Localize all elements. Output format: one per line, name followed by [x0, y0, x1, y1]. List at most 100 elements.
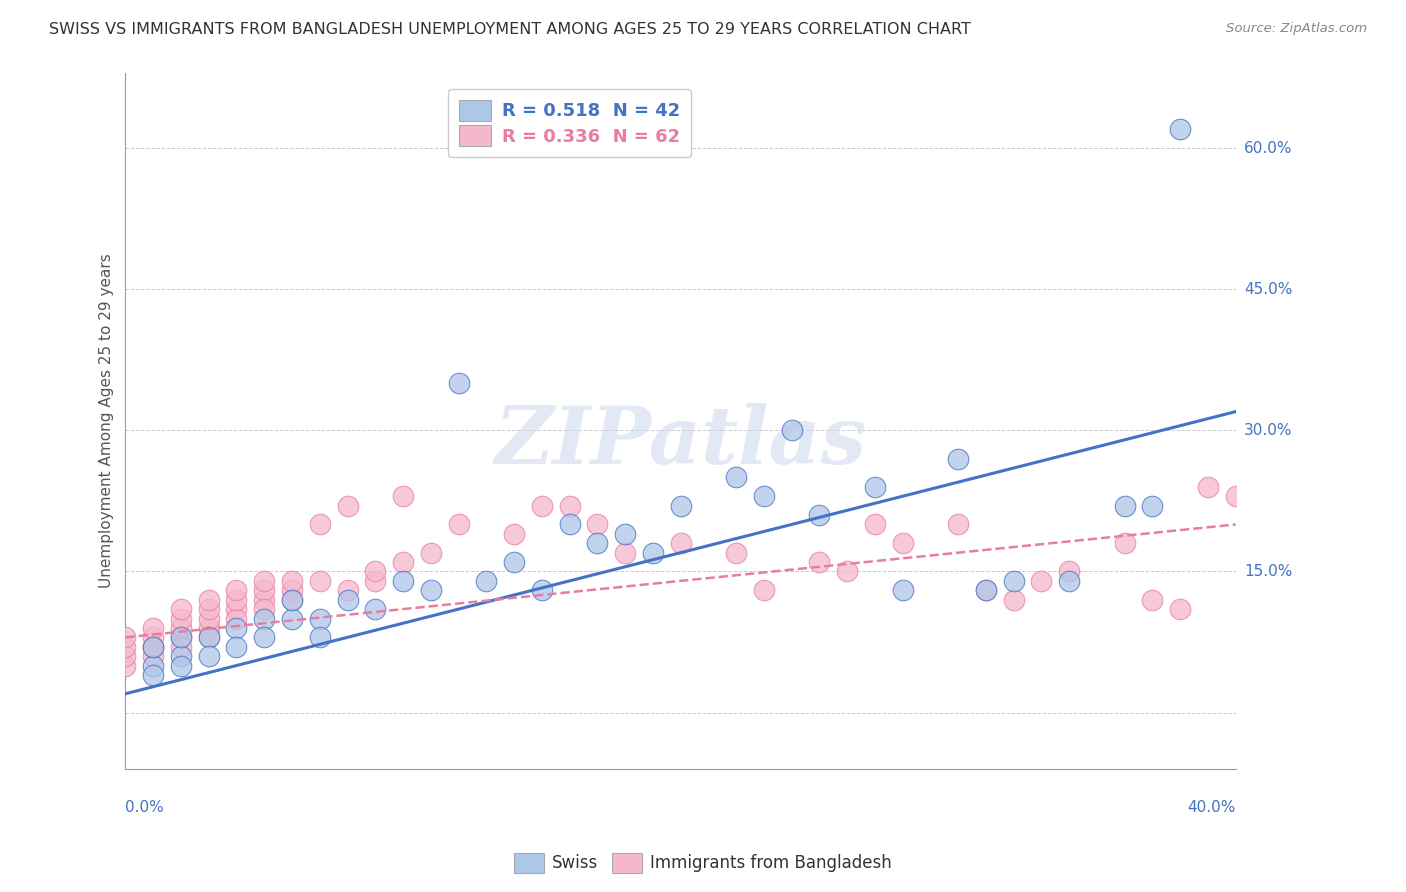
- Point: [1114, 536, 1136, 550]
- Text: 15.0%: 15.0%: [1244, 564, 1292, 579]
- Point: [170, 640, 193, 654]
- Point: [253, 630, 276, 644]
- Point: [1142, 499, 1164, 513]
- Text: 30.0%: 30.0%: [1244, 423, 1292, 438]
- Point: [1225, 489, 1247, 503]
- Point: [281, 592, 304, 607]
- Point: [808, 555, 831, 569]
- Point: [170, 630, 193, 644]
- Point: [170, 611, 193, 625]
- Point: [1057, 565, 1080, 579]
- Point: [1142, 592, 1164, 607]
- Point: [503, 526, 526, 541]
- Point: [863, 517, 886, 532]
- Point: [1002, 592, 1025, 607]
- Point: [669, 499, 692, 513]
- Point: [974, 583, 997, 598]
- Point: [114, 649, 136, 664]
- Point: [946, 451, 969, 466]
- Point: [669, 536, 692, 550]
- Point: [225, 621, 247, 635]
- Point: [142, 649, 165, 664]
- Point: [225, 592, 247, 607]
- Point: [225, 640, 247, 654]
- Point: [586, 536, 609, 550]
- Point: [170, 630, 193, 644]
- Text: 60.0%: 60.0%: [1244, 141, 1292, 156]
- Point: [364, 574, 387, 588]
- Point: [170, 602, 193, 616]
- Point: [197, 630, 219, 644]
- Point: [891, 583, 914, 598]
- Point: [225, 583, 247, 598]
- Point: [419, 583, 441, 598]
- Y-axis label: Unemployment Among Ages 25 to 29 years: Unemployment Among Ages 25 to 29 years: [100, 253, 114, 589]
- Point: [1031, 574, 1053, 588]
- Point: [142, 668, 165, 682]
- Point: [447, 376, 470, 391]
- Point: [1114, 499, 1136, 513]
- Point: [197, 621, 219, 635]
- Text: ZIPatlas: ZIPatlas: [495, 403, 866, 481]
- Text: 45.0%: 45.0%: [1244, 282, 1292, 297]
- Point: [142, 630, 165, 644]
- Point: [253, 611, 276, 625]
- Point: [142, 658, 165, 673]
- Point: [281, 611, 304, 625]
- Point: [558, 517, 581, 532]
- Point: [725, 546, 748, 560]
- Point: [336, 499, 359, 513]
- Point: [253, 574, 276, 588]
- Point: [614, 526, 637, 541]
- Point: [530, 499, 553, 513]
- Point: [281, 583, 304, 598]
- Point: [1168, 122, 1191, 136]
- Point: [308, 517, 330, 532]
- Point: [114, 658, 136, 673]
- Point: [197, 602, 219, 616]
- Point: [392, 489, 415, 503]
- Point: [752, 489, 775, 503]
- Point: [253, 592, 276, 607]
- Point: [170, 649, 193, 664]
- Point: [725, 470, 748, 484]
- Point: [142, 640, 165, 654]
- Text: 0.0%: 0.0%: [125, 799, 165, 814]
- Point: [780, 424, 803, 438]
- Point: [336, 592, 359, 607]
- Point: [364, 565, 387, 579]
- Point: [308, 611, 330, 625]
- Point: [475, 574, 498, 588]
- Legend: Swiss, Immigrants from Bangladesh: Swiss, Immigrants from Bangladesh: [508, 847, 898, 880]
- Point: [197, 592, 219, 607]
- Point: [614, 546, 637, 560]
- Point: [308, 574, 330, 588]
- Point: [170, 621, 193, 635]
- Point: [225, 602, 247, 616]
- Text: 40.0%: 40.0%: [1188, 799, 1236, 814]
- Legend: R = 0.518  N = 42, R = 0.336  N = 62: R = 0.518 N = 42, R = 0.336 N = 62: [449, 89, 692, 157]
- Point: [142, 640, 165, 654]
- Point: [1057, 574, 1080, 588]
- Point: [392, 574, 415, 588]
- Point: [225, 611, 247, 625]
- Point: [336, 583, 359, 598]
- Point: [142, 640, 165, 654]
- Text: Source: ZipAtlas.com: Source: ZipAtlas.com: [1226, 22, 1367, 36]
- Point: [114, 640, 136, 654]
- Point: [197, 630, 219, 644]
- Point: [1197, 480, 1219, 494]
- Point: [808, 508, 831, 522]
- Point: [586, 517, 609, 532]
- Point: [419, 546, 441, 560]
- Point: [197, 611, 219, 625]
- Point: [752, 583, 775, 598]
- Point: [530, 583, 553, 598]
- Point: [837, 565, 859, 579]
- Point: [197, 649, 219, 664]
- Point: [253, 602, 276, 616]
- Point: [558, 499, 581, 513]
- Text: SWISS VS IMMIGRANTS FROM BANGLADESH UNEMPLOYMENT AMONG AGES 25 TO 29 YEARS CORRE: SWISS VS IMMIGRANTS FROM BANGLADESH UNEM…: [49, 22, 972, 37]
- Point: [1002, 574, 1025, 588]
- Point: [1168, 602, 1191, 616]
